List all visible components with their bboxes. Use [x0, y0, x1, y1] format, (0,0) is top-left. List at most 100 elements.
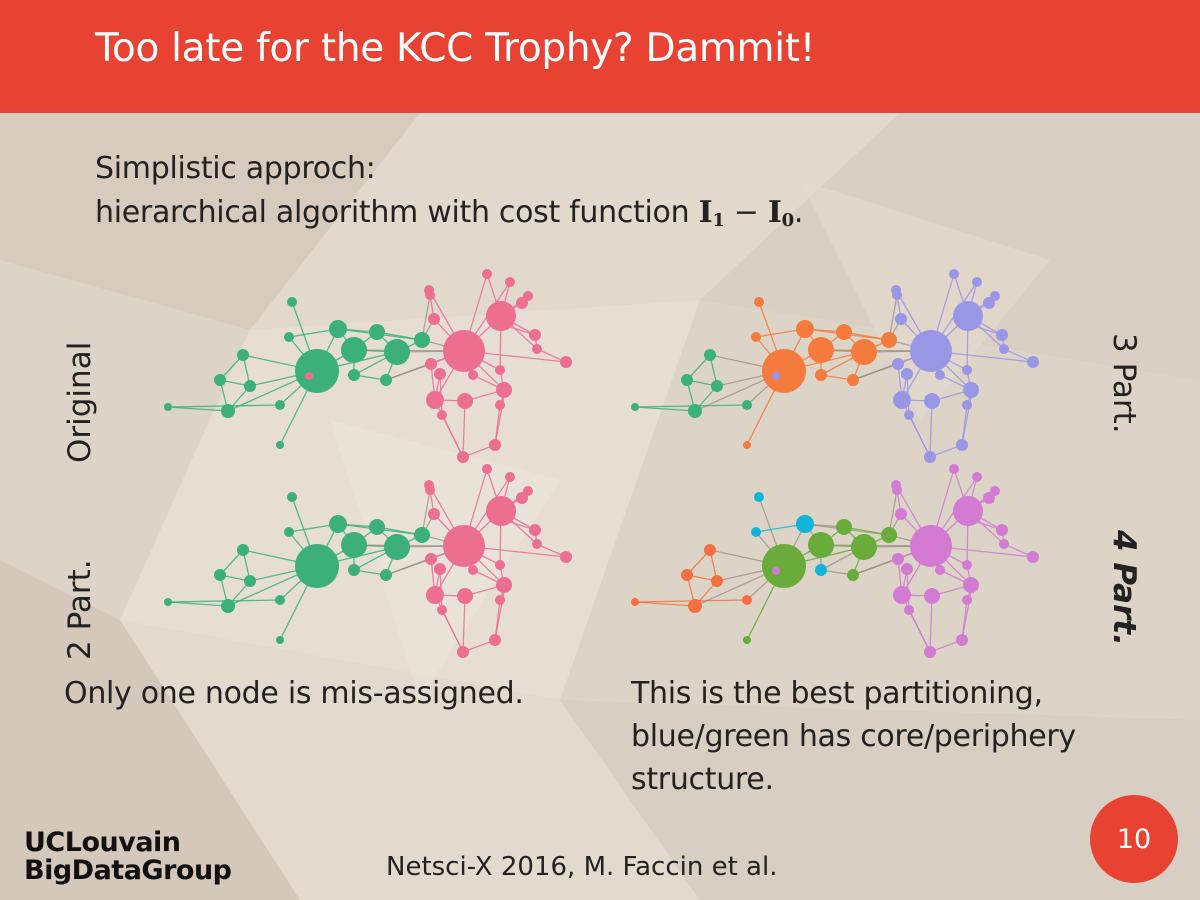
- network-node: [499, 385, 511, 397]
- network-node: [751, 332, 761, 342]
- network-4-part: [631, 464, 1039, 658]
- network-node: [348, 564, 360, 576]
- network-node: [443, 525, 485, 567]
- network-node: [457, 393, 473, 409]
- network-node: [425, 290, 435, 300]
- network-node: [499, 320, 509, 330]
- network-node: [962, 365, 972, 375]
- network-node: [966, 515, 976, 525]
- network-node: [482, 269, 492, 279]
- network-node: [949, 269, 959, 279]
- network-node: [499, 580, 511, 592]
- network-node: [704, 544, 716, 556]
- network-node: [434, 563, 446, 575]
- network-node: [276, 441, 284, 449]
- network-node: [1027, 356, 1039, 368]
- logo-line-2: BigDataGroup: [24, 855, 232, 886]
- network-node: [711, 380, 723, 392]
- network-node: [384, 534, 410, 560]
- formula-i1: I: [698, 195, 713, 230]
- network-node: [681, 374, 693, 386]
- network-node: [762, 544, 806, 588]
- network-node: [893, 586, 911, 604]
- network-node: [489, 634, 501, 646]
- network-node: [962, 595, 972, 605]
- network-node: [935, 565, 945, 575]
- network-node: [295, 349, 339, 393]
- network-node: [341, 337, 367, 363]
- network-node: [437, 410, 447, 420]
- network-node: [284, 332, 294, 342]
- network-node: [305, 372, 313, 380]
- network-node: [505, 277, 515, 287]
- intro-line-2-text: hierarchical algorithm with cost functio…: [95, 195, 690, 230]
- network-node: [275, 400, 285, 410]
- network-node: [214, 374, 226, 386]
- network-node: [631, 598, 639, 606]
- network-node: [369, 324, 385, 340]
- network-edge: [634, 601, 696, 607]
- network-node: [348, 369, 360, 381]
- network-node: [414, 332, 430, 348]
- network-node: [904, 410, 914, 420]
- label-3-part: 3 Part.: [1106, 333, 1142, 434]
- network-node: [164, 403, 172, 411]
- network-edge: [441, 414, 464, 458]
- network-node: [1027, 551, 1039, 563]
- network-node: [688, 599, 702, 613]
- network-node: [962, 560, 972, 570]
- network-node: [999, 539, 1009, 549]
- network-edge: [852, 558, 899, 576]
- network-node: [380, 374, 392, 386]
- network-node: [329, 320, 347, 338]
- network-node: [499, 515, 509, 525]
- network-node: [910, 330, 952, 372]
- network-node: [892, 358, 904, 370]
- network-node: [924, 588, 940, 604]
- formula-period: .: [793, 195, 804, 230]
- network-node: [966, 385, 978, 397]
- network-edge: [385, 363, 432, 381]
- network-node: [901, 563, 913, 575]
- network-node: [893, 391, 911, 409]
- network-node: [772, 567, 780, 575]
- network-node: [384, 339, 410, 365]
- network-edge: [385, 558, 432, 576]
- network-node: [437, 605, 447, 615]
- network-node: [244, 575, 256, 587]
- slide-title: Too late for the KCC Trophy? Dammit!: [95, 26, 816, 71]
- network-node: [772, 372, 780, 380]
- label-2-part: 2 Part.: [62, 559, 98, 660]
- network-node: [305, 567, 313, 575]
- network-edge: [167, 406, 229, 412]
- network-node: [901, 368, 913, 380]
- network-node: [751, 527, 761, 537]
- network-node: [808, 337, 834, 363]
- network-original: [164, 269, 572, 463]
- network-node: [681, 569, 693, 581]
- caption-left: Only one node is mis-assigned.: [64, 676, 524, 711]
- label-original: Original: [62, 341, 98, 463]
- network-node: [287, 492, 297, 502]
- intro-line-2: hierarchical algorithm with cost functio…: [95, 191, 803, 243]
- network-node: [275, 595, 285, 605]
- uclouvain-logo: UCLouvain BigDataGroup: [24, 829, 232, 885]
- footer-citation: Netsci-X 2016, M. Faccin et al.: [386, 852, 778, 882]
- intro-text: Simplistic approch: hierarchical algorit…: [95, 147, 803, 243]
- network-node: [711, 575, 723, 587]
- network-node: [295, 544, 339, 588]
- network-node: [962, 400, 972, 410]
- network-node: [924, 451, 936, 463]
- network-node: [284, 527, 294, 537]
- network-node: [796, 515, 814, 533]
- caption-right-line-3: structure.: [631, 762, 774, 797]
- network-node: [935, 370, 945, 380]
- network-node: [999, 344, 1009, 354]
- network-node: [688, 404, 702, 418]
- network-node: [881, 527, 897, 543]
- network-node: [836, 324, 852, 340]
- network-node: [808, 532, 834, 558]
- network-node: [426, 586, 444, 604]
- network-node: [892, 553, 904, 565]
